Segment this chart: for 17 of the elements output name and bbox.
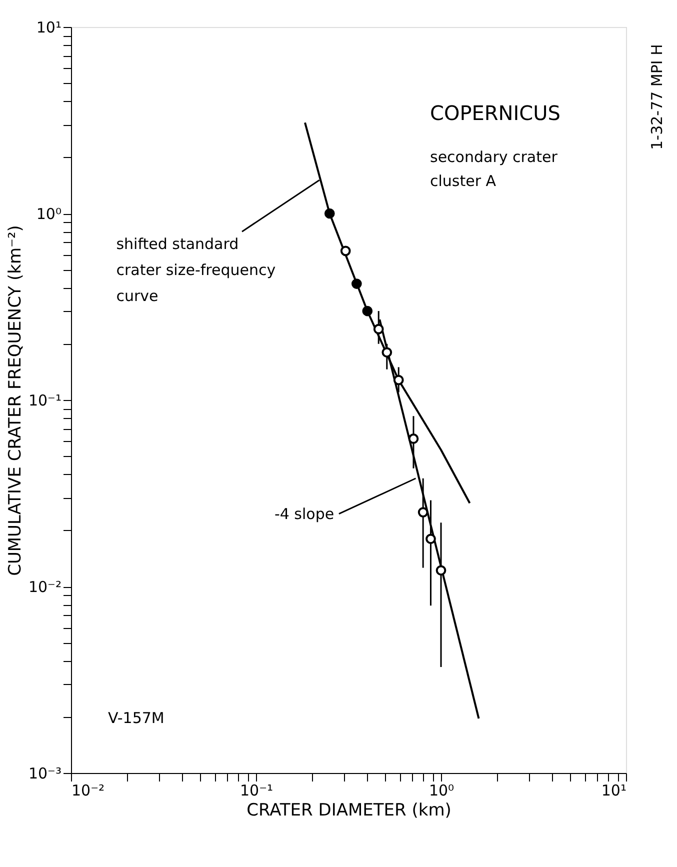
annotation: -4 slope — [274, 504, 334, 523]
x-tick-label: 10¹ — [601, 782, 626, 800]
x-tick-label: 10⁻² — [72, 782, 105, 800]
x-tick-label: 10⁰ — [428, 782, 454, 800]
text: 1-32-77 MPI H — [648, 44, 666, 150]
y-tick-label: 10⁻² — [28, 578, 62, 596]
y-tick-label: 10⁻³ — [28, 764, 62, 782]
x-axis-title: CRATER DIAMETER (km) — [246, 800, 452, 820]
y-axis-title: CUMULATIVE CRATER FREQUENCY (km⁻²) — [5, 225, 26, 576]
annotation: V-157M — [108, 709, 164, 727]
y-tick-label: 10⁰ — [36, 205, 62, 223]
y-tick-label: 10¹ — [36, 18, 62, 36]
x-tick-label: 10⁻¹ — [240, 782, 274, 800]
y-tick-label: 10⁻¹ — [28, 392, 62, 410]
annotation: shifted standard crater size-frequency curve — [116, 235, 276, 306]
annotation: secondary crater cluster A — [430, 148, 558, 190]
annotation: COPERNICUS — [430, 101, 560, 125]
